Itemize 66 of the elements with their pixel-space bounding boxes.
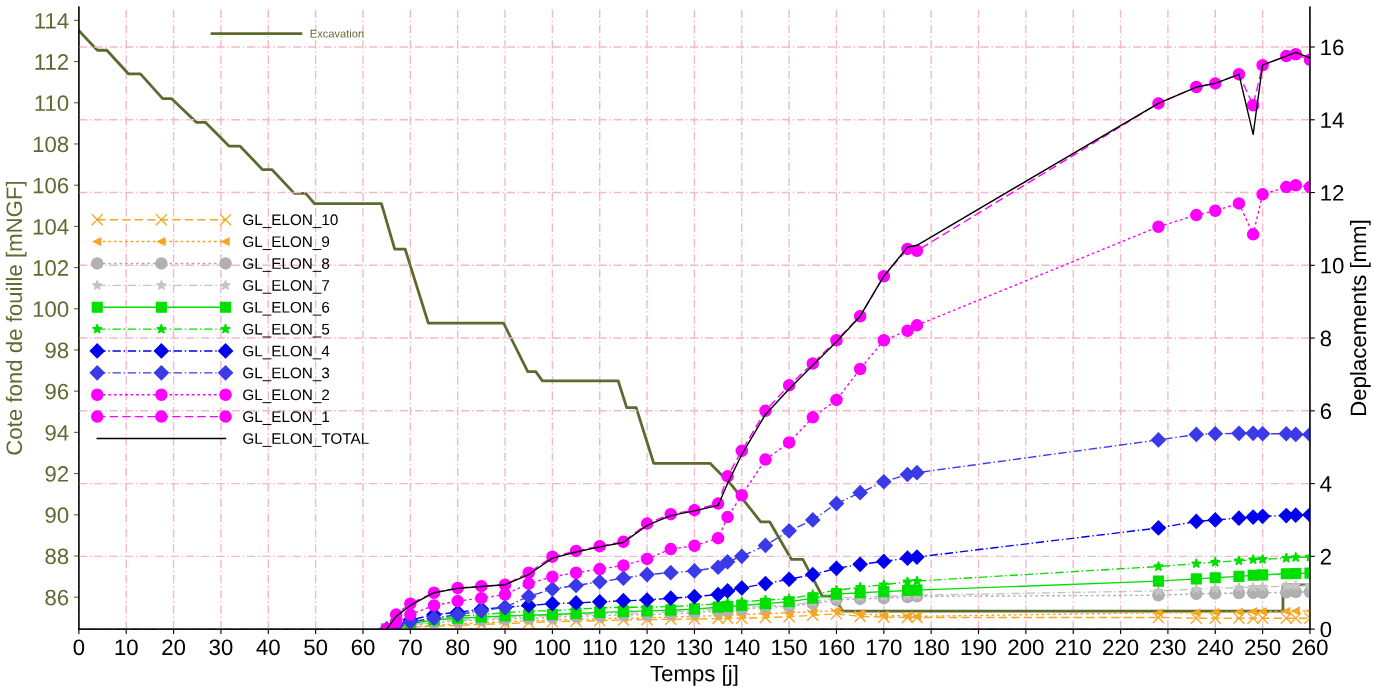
y-tick-label: 108 (33, 136, 69, 153)
text: GL_ELON_TOTAL (243, 433, 369, 447)
y-tick-label: 92 (45, 466, 69, 482)
x-tick-label: 160 (819, 639, 855, 656)
y-tick-label: 86 (45, 589, 69, 606)
x-tick-label: 80 (446, 639, 470, 656)
y-tick-label: 112 (35, 54, 69, 70)
x-axis-title: Temps [j] (650, 665, 738, 686)
x-tick-label: 10 (115, 639, 138, 656)
x-tick-label: 20 (162, 639, 186, 656)
x-tick-label: 230 (1150, 639, 1186, 656)
y-tick-label: 94 (45, 424, 69, 441)
x-tick-label: 220 (1103, 639, 1139, 656)
y2-axis-title: Deplacements [mm] (1349, 220, 1371, 416)
y2-tick-label: 4 (1320, 476, 1332, 492)
legend-label: GL_ELON_10 (243, 214, 338, 229)
x-tick-label: 250 (1245, 639, 1281, 656)
x-tick-label: 210 (1055, 639, 1091, 656)
x-tick-label: 40 (256, 639, 280, 656)
x-tick-label: 50 (304, 639, 328, 656)
text: Excavation (310, 29, 364, 38)
x-tick-label: 120 (630, 639, 665, 656)
legend-label: GL_ELON_9 (243, 236, 330, 250)
legend-label: GL_ELON_2 (243, 389, 330, 404)
legend-label: GL_ELON_6 (243, 301, 330, 316)
legend-label: GL_ELON_1 (243, 411, 330, 425)
x-tick-label: 180 (914, 639, 949, 656)
y-tick-label: 100 (33, 301, 69, 318)
y-tick-label: 106 (33, 177, 69, 194)
x-tick-label: 260 (1292, 639, 1328, 656)
x-tick-label: 130 (677, 639, 713, 656)
x-tick-label: 70 (399, 639, 422, 656)
x-tick-label: 90 (493, 639, 517, 656)
x-tick-label: 170 (866, 639, 902, 656)
y-tick-label: 114 (35, 13, 69, 29)
y-axis-title: Cote fond de fouille [mNGF] (5, 181, 27, 455)
legend-label: GL_ELON_7 (243, 280, 330, 294)
x-tick-label: 110 (583, 639, 617, 656)
x-tick-label: 30 (209, 639, 233, 656)
x-tick-label: 0 (73, 639, 85, 656)
y2-tick-label: 16 (1321, 39, 1344, 56)
y-tick-label: 98 (45, 342, 69, 359)
y2-tick-label: 8 (1320, 330, 1332, 347)
y2-tick-label: 6 (1320, 403, 1332, 420)
x-tick-label: 240 (1197, 639, 1233, 656)
y2-tick-label: 12 (1321, 185, 1344, 201)
y2-tick-label: 0 (1320, 621, 1332, 638)
y-tick-label: 88 (45, 548, 69, 565)
legend-label: GL_ELON_5 (243, 323, 330, 338)
y-tick-label: 102 (33, 260, 69, 276)
x-tick-label: 100 (535, 639, 571, 656)
legend-label: GL_ELON_8 (243, 258, 330, 272)
y2-tick-label: 10 (1321, 257, 1344, 274)
x-tick-label: 190 (961, 639, 997, 656)
x-tick-label: 200 (1008, 639, 1044, 656)
x-tick-label: 60 (351, 639, 375, 656)
y-tick-label: 104 (33, 218, 69, 235)
y-tick-label: 96 (45, 383, 69, 400)
legend-label: GL_ELON_4 (243, 345, 330, 360)
x-tick-label: 140 (724, 639, 760, 656)
y2-tick-label: 2 (1320, 548, 1331, 565)
y-tick-label: 110 (35, 95, 69, 112)
legend-label: GL_ELON_3 (243, 367, 330, 382)
y-tick-label: 90 (45, 507, 69, 524)
y2-tick-label: 14 (1321, 112, 1344, 128)
x-tick-label: 150 (772, 639, 807, 656)
